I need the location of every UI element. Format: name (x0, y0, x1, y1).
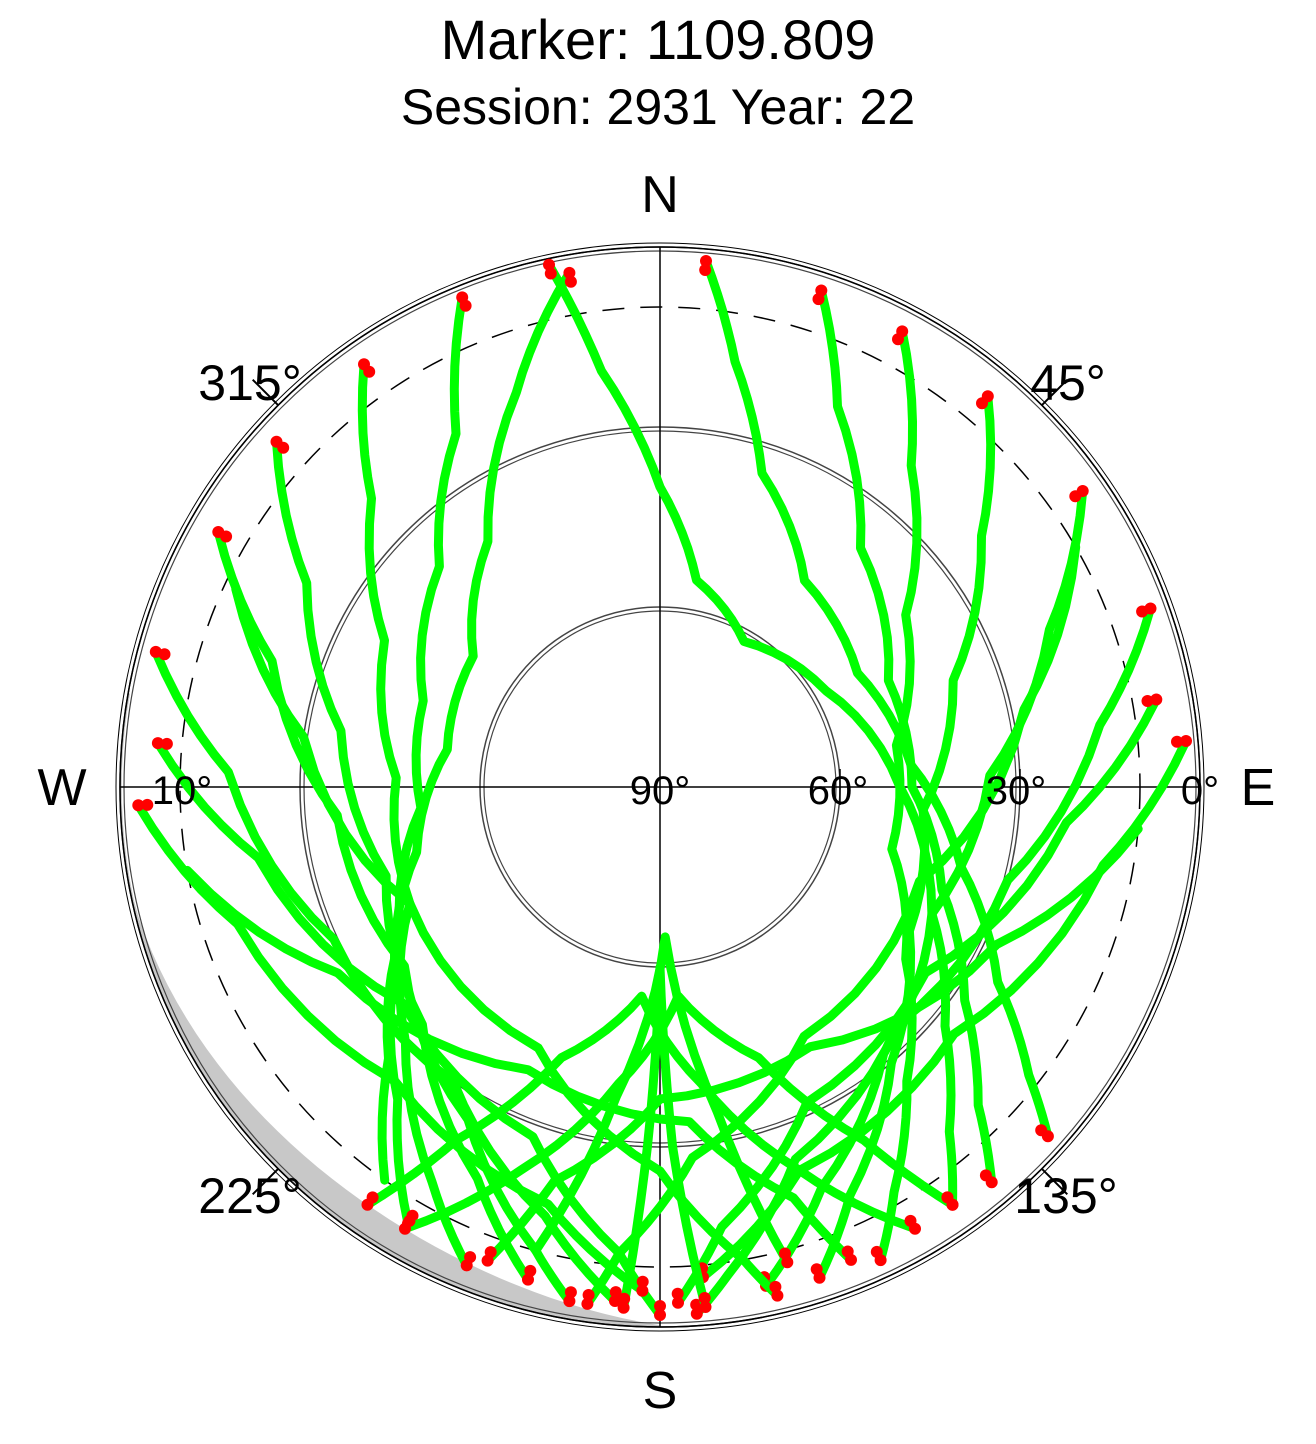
low-elevation-point (636, 1275, 649, 1288)
low-elevation-point (366, 1191, 379, 1204)
azimuth-label: 135° (1014, 1168, 1117, 1224)
low-elevation-point (810, 1263, 823, 1276)
low-elevation-point (979, 1169, 992, 1182)
low-elevation-point (220, 530, 233, 543)
low-elevation-point (1136, 605, 1149, 618)
low-elevation-point (698, 1292, 711, 1304)
elevation-label: 60° (808, 769, 869, 813)
low-elevation-point (904, 1214, 917, 1227)
low-elevation-point (690, 1307, 703, 1320)
low-elevation-point (892, 333, 904, 346)
azimuth-label: 225° (198, 1168, 301, 1224)
low-elevation-point (769, 1280, 782, 1293)
satellite-track (153, 738, 665, 1320)
low-elevation-point (812, 293, 825, 306)
satellite-track (483, 824, 1143, 1266)
low-elevation-point (617, 1301, 630, 1314)
low-elevation-point (699, 1301, 712, 1313)
low-elevation-point (1069, 490, 1082, 503)
low-elevation-point (563, 266, 576, 279)
low-elevation-point (158, 648, 171, 661)
compass-east: E (1241, 759, 1276, 817)
low-elevation-point (841, 1245, 854, 1258)
low-elevation-point (609, 1295, 621, 1307)
low-elevation-point (1035, 1124, 1048, 1137)
low-elevation-point (464, 1251, 477, 1264)
low-elevation-point (363, 365, 376, 378)
low-elevation-point (941, 1191, 954, 1204)
axis-labels: N S E W 45° 135° 225° 315° 0° 30° 60° 90° 10° (37, 166, 1275, 1420)
low-elevation-point (403, 1214, 416, 1227)
azimuth-tick (1041, 378, 1069, 406)
satellite-tracks (132, 255, 1192, 1321)
chart-subtitle: Session: 2931 Year: 22 (400, 79, 916, 135)
satellite-track (377, 292, 467, 1185)
satellite-track (544, 260, 958, 1210)
low-elevation-point (563, 1295, 576, 1308)
satellite-track (231, 584, 782, 1301)
low-elevation-point (672, 1296, 684, 1309)
low-elevation-point (636, 1284, 649, 1297)
low-elevation-point (141, 798, 154, 811)
low-elevation-point (671, 1287, 684, 1300)
low-elevation-point (277, 441, 290, 454)
low-elevation-point (699, 264, 712, 276)
low-elevation-point (618, 1292, 631, 1305)
compass-west: W (37, 759, 86, 817)
low-elevation-point (654, 1309, 666, 1321)
satellite-track (357, 359, 472, 1270)
low-elevation-point (779, 1247, 791, 1260)
azimuth-tick (251, 1168, 279, 1196)
satellite-track (363, 991, 920, 1234)
low-elevation-point (160, 737, 173, 750)
low-elevation-point (1180, 735, 1192, 747)
low-elevation-point (151, 737, 164, 750)
low-elevation-point (609, 1286, 622, 1299)
horizon-ring-outer (115, 242, 1205, 1332)
low-elevation-point (582, 1289, 595, 1301)
chart-title: Marker: 1109.809 (440, 8, 876, 71)
compass-south: S (643, 1362, 678, 1420)
satellite-track (816, 286, 997, 1187)
low-elevation-point (564, 1286, 577, 1299)
low-elevation-point (564, 275, 577, 288)
low-elevation-point (484, 1246, 497, 1259)
azimuth-tick (1041, 1168, 1069, 1196)
elevation-label: 10° (152, 769, 213, 813)
low-elevation-point (700, 255, 712, 267)
satellite-track (272, 437, 533, 1285)
azimuth-tick (251, 378, 279, 406)
satellite-track (815, 391, 996, 1283)
compass-north: N (641, 166, 679, 224)
horizon-ring (119, 246, 1201, 1328)
low-elevation-point (654, 1300, 666, 1312)
low-elevation-point (132, 799, 145, 812)
satellite-track (531, 932, 792, 1267)
satellite-track (151, 647, 620, 1306)
low-elevation-point (524, 1264, 537, 1277)
elevation-label: 0° (1181, 769, 1219, 813)
low-elevation-point (459, 299, 472, 312)
low-elevation-point (1171, 735, 1183, 748)
low-elevation-point (1141, 695, 1154, 707)
satellite-track (701, 256, 1053, 1141)
low-elevation-point (976, 397, 988, 410)
low-elevation-point (870, 1245, 883, 1258)
low-elevation-point (581, 1297, 594, 1310)
azimuth-label: 45° (1030, 355, 1106, 411)
low-elevation-point (544, 267, 557, 280)
elevation-label: 30° (986, 769, 1047, 813)
satellite-track (876, 326, 922, 1265)
azimuth-label: 315° (198, 355, 301, 411)
elevation-label: 90° (630, 769, 691, 813)
low-elevation-point (690, 1298, 703, 1311)
